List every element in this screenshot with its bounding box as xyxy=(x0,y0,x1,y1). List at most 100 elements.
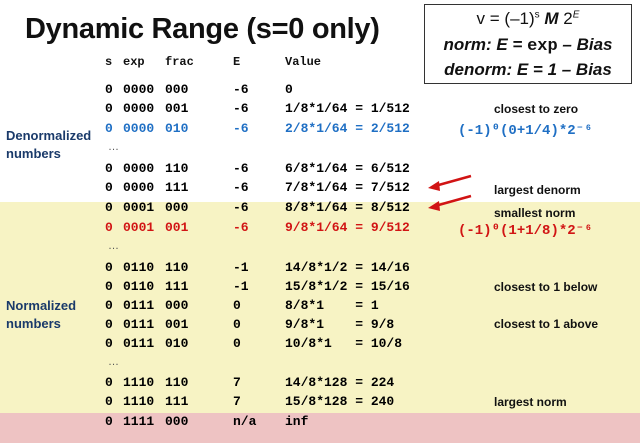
cell-E: 0 xyxy=(233,298,241,313)
cell-exp: 0000 xyxy=(123,82,155,97)
formula-note-blue: (-1)⁰(0+1/4)*2⁻⁶ xyxy=(458,123,593,139)
cell-exp: 0000 xyxy=(123,161,155,176)
ellipsis: … xyxy=(108,141,119,153)
table-row: 0 0000 110 -6 6/8*1/64 = 6/512 xyxy=(0,161,640,179)
cell-exp: 0000 xyxy=(123,101,155,116)
cell-s: 0 xyxy=(105,317,113,332)
cell-value: 7/8*1/64 = 7/512 xyxy=(285,180,410,195)
cell-value: 9/8*1/64 = 9/512 xyxy=(285,220,410,235)
ellipsis: … xyxy=(108,240,119,252)
norm-formula: norm: E = exp – Bias xyxy=(425,35,631,56)
ellipsis: … xyxy=(108,356,119,368)
cell-value: 15/8*128 = 240 xyxy=(285,394,395,409)
header-frac: frac xyxy=(165,55,194,69)
cell-value: 6/8*1/64 = 6/512 xyxy=(285,161,410,176)
cell-E: 0 xyxy=(233,317,241,332)
cell-frac: 001 xyxy=(165,317,189,332)
cell-frac: 111 xyxy=(165,279,189,294)
formula-M: M xyxy=(544,9,559,28)
cell-value: 0 xyxy=(285,82,293,97)
note-closest-to-zero: closest to zero xyxy=(494,102,579,116)
cell-exp: 1110 xyxy=(123,394,155,409)
cell-E: -6 xyxy=(233,180,249,195)
cell-E: 7 xyxy=(233,394,241,409)
cell-s: 0 xyxy=(105,414,113,429)
cell-frac: 001 xyxy=(165,220,189,235)
cell-s: 0 xyxy=(105,298,113,313)
table-row: 0 0000 000 -6 0 xyxy=(0,82,640,100)
cell-exp: 1111 xyxy=(123,414,155,429)
cell-value: 8/8*1/64 = 8/512 xyxy=(285,200,410,215)
infinity-band xyxy=(0,413,640,443)
note-largest-norm: largest norm xyxy=(494,395,567,409)
header-s: s xyxy=(105,55,113,69)
cell-E: n/a xyxy=(233,414,257,429)
table-row: 0 1111 000 n/a inf xyxy=(0,414,640,432)
cell-E: -6 xyxy=(233,220,249,235)
cell-exp: 1110 xyxy=(123,375,155,390)
cell-s: 0 xyxy=(105,260,113,275)
cell-exp: 0110 xyxy=(123,260,155,275)
table-row: 0 1110 111 7 15/8*128 = 240 xyxy=(0,394,640,412)
table-row: 0 0000 001 -6 1/8*1/64 = 1/512 xyxy=(0,101,640,119)
cell-exp: 0111 xyxy=(123,317,155,332)
cell-s: 0 xyxy=(105,180,113,195)
header-E: E xyxy=(233,55,241,69)
cell-s: 0 xyxy=(105,161,113,176)
cell-E: -6 xyxy=(233,101,249,116)
table-row: 0 0111 001 0 9/8*1 = 9/8 xyxy=(0,317,640,335)
denorm-formula: denorm: E = 1 – Bias xyxy=(425,60,631,80)
value-formula: v = (–1)s M 2E xyxy=(425,9,631,29)
formula-E-exp: E xyxy=(572,9,580,21)
table-row: 0 0001 000 -6 8/8*1/64 = 8/512 xyxy=(0,200,640,218)
arrow-icon xyxy=(428,174,472,211)
table-row: 0 0000 111 -6 7/8*1/64 = 7/512 xyxy=(0,180,640,198)
cell-exp: 0001 xyxy=(123,220,155,235)
cell-E: -6 xyxy=(233,200,249,215)
table-row: 0 1110 110 7 14/8*128 = 224 xyxy=(0,375,640,393)
cell-value: 2/8*1/64 = 2/512 xyxy=(285,121,410,136)
cell-frac: 001 xyxy=(165,101,189,116)
cell-frac: 111 xyxy=(165,180,189,195)
cell-value: 8/8*1 = 1 xyxy=(285,298,379,313)
norm-formula-right: – Bias xyxy=(557,35,613,54)
normalized-label: Normalized numbers xyxy=(6,298,77,331)
cell-frac: 010 xyxy=(165,121,189,136)
cell-value: 10/8*1 = 10/8 xyxy=(285,336,403,351)
cell-E: 0 xyxy=(233,336,241,351)
formula-base: 2 xyxy=(563,9,573,28)
cell-s: 0 xyxy=(105,200,113,215)
formula-note-red: (-1)⁰(1+1/8)*2⁻⁶ xyxy=(458,223,593,239)
table-row: 0 0000 010 -6 2/8*1/64 = 2/512 xyxy=(0,121,640,139)
table-row: 0 0111 010 0 10/8*1 = 10/8 xyxy=(0,336,640,354)
cell-frac: 110 xyxy=(165,260,189,275)
note-smallest-norm: smallest norm xyxy=(494,206,576,220)
cell-s: 0 xyxy=(105,101,113,116)
cell-exp: 0000 xyxy=(123,121,155,136)
denorm-formula-text: denorm: E = 1 – Bias xyxy=(444,60,612,79)
cell-value: 14/8*128 = 224 xyxy=(285,375,395,390)
denormalized-label: Denormalized numbers xyxy=(6,128,92,161)
cell-exp: 0111 xyxy=(123,298,155,313)
cell-s: 0 xyxy=(105,394,113,409)
cell-frac: 110 xyxy=(165,375,189,390)
cell-E: -6 xyxy=(233,82,249,97)
cell-frac: 000 xyxy=(165,414,189,429)
cell-s: 0 xyxy=(105,279,113,294)
formula-box: v = (–1)s M 2E norm: E = exp – Bias deno… xyxy=(424,4,632,84)
cell-s: 0 xyxy=(105,336,113,351)
slide-title: Dynamic Range (s=0 only) xyxy=(25,13,380,45)
cell-frac: 110 xyxy=(165,161,189,176)
cell-value: 15/8*1/2 = 15/16 xyxy=(285,279,410,294)
formula-s-exp: s xyxy=(534,9,540,21)
cell-value: 1/8*1/64 = 1/512 xyxy=(285,101,410,116)
cell-value: 14/8*1/2 = 14/16 xyxy=(285,260,410,275)
cell-s: 0 xyxy=(105,375,113,390)
norm-formula-left: norm: E = xyxy=(443,35,528,54)
cell-s: 0 xyxy=(105,220,113,235)
cell-E: -1 xyxy=(233,279,249,294)
cell-value: 9/8*1 = 9/8 xyxy=(285,317,395,332)
cell-E: -6 xyxy=(233,121,249,136)
cell-exp: 0111 xyxy=(123,336,155,351)
